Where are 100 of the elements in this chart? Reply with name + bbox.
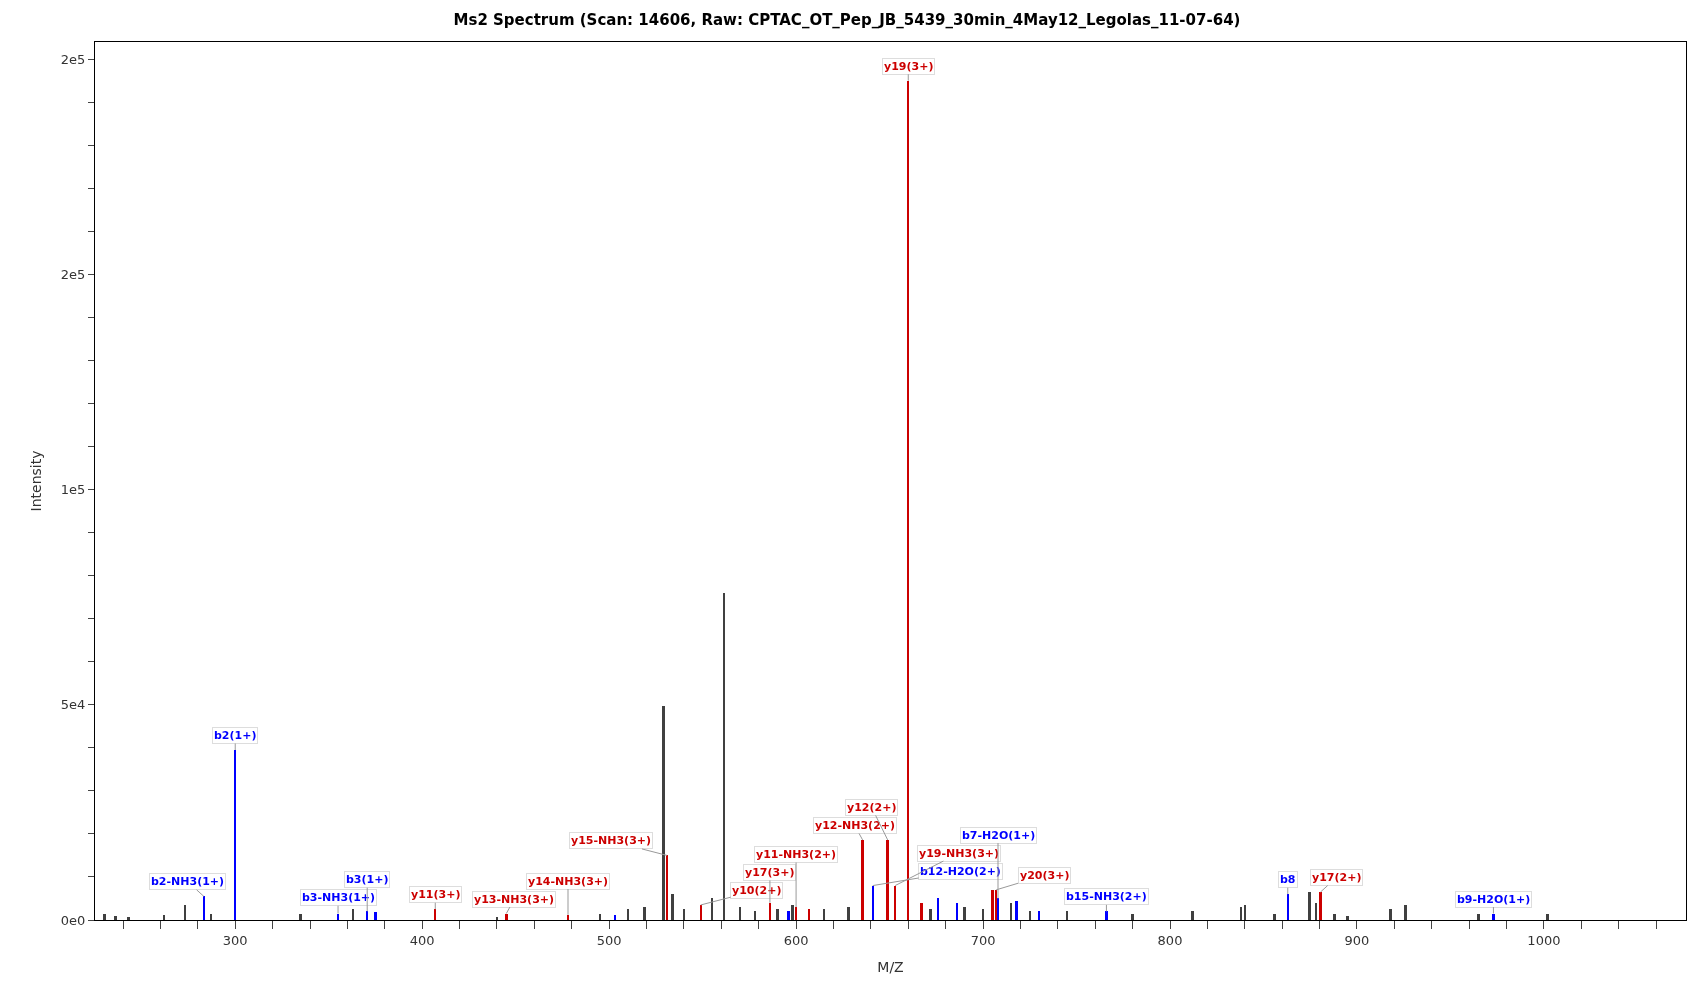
bar (791, 905, 794, 920)
bar (700, 905, 702, 920)
bar (671, 894, 674, 920)
x-tick-label: 400 (409, 932, 435, 948)
bar (505, 914, 508, 920)
annotation: y12-NH3(2+) (815, 819, 896, 832)
bar (1015, 901, 1018, 920)
bar (894, 886, 896, 920)
bar (1240, 907, 1242, 920)
bar (1346, 916, 1349, 920)
bar (1287, 894, 1289, 920)
annotation: b3(1+) (346, 873, 389, 886)
bar (1066, 911, 1068, 920)
bar (1546, 914, 1549, 920)
x-axis-title: M/Z (877, 958, 904, 975)
bar (847, 907, 850, 920)
annotation: b7-H2O(1+) (962, 829, 1036, 842)
bar (1105, 911, 1108, 920)
y-tick-label: 2e5 (60, 266, 86, 282)
bar (234, 750, 236, 920)
annotation: y15-NH3(3+) (571, 834, 652, 847)
bar (963, 907, 966, 920)
annotation: y11-NH3(2+) (756, 848, 837, 861)
y-axis-title: Intensity (28, 450, 45, 512)
bar (614, 915, 616, 920)
annotation: b9-H2O(1+) (1457, 893, 1531, 906)
bar (937, 898, 939, 920)
bar (823, 909, 825, 920)
x-tick-label: 1000 (1527, 932, 1561, 948)
annotation: y13-NH3(3+) (474, 893, 555, 906)
x-tick-label: 700 (970, 932, 996, 948)
bar (114, 916, 117, 920)
bar (567, 915, 569, 920)
bar (1333, 914, 1336, 920)
bar (1492, 914, 1495, 920)
bar (1038, 911, 1040, 920)
bar (907, 81, 909, 920)
annotation: b15-NH3(2+) (1066, 890, 1147, 903)
annotation: y10(2+) (732, 884, 782, 897)
y-tick-label: 1e5 (60, 482, 86, 498)
annotation: y17(2+) (1312, 871, 1362, 884)
bar (920, 903, 923, 920)
annotation: y12(2+) (847, 801, 897, 814)
bar (776, 909, 779, 920)
bar (203, 896, 205, 920)
bar (127, 917, 130, 920)
bar (352, 909, 354, 920)
annotation: b12-H2O(2+) (920, 865, 1001, 878)
bar (769, 903, 771, 920)
bar (210, 914, 212, 920)
bar (886, 840, 889, 920)
bar (1477, 914, 1480, 920)
bar (991, 890, 994, 920)
annotation: y19-NH3(3+) (919, 847, 1000, 860)
annotation: b3-NH3(1+) (302, 891, 376, 904)
x-tick-label: 900 (1344, 932, 1370, 948)
bar (956, 903, 958, 920)
bar (184, 905, 186, 920)
annotation: b2(1+) (214, 729, 257, 742)
bar (711, 898, 713, 920)
bar (599, 914, 601, 920)
annotation: y20(3+) (1020, 869, 1070, 882)
x-tick-label: 300 (222, 932, 248, 948)
bar (787, 911, 790, 920)
bar (366, 911, 368, 920)
chart-title: Ms2 Spectrum (Scan: 14606, Raw: CPTAC_OT_Pep_JB_5439_30min_4May12_Legolas_11-07-64) (453, 11, 1241, 30)
bar (627, 909, 629, 920)
bar (337, 914, 339, 920)
y-tick-label: 5e4 (60, 697, 86, 713)
bar (1010, 903, 1012, 920)
x-tick-label: 500 (596, 932, 622, 948)
bar (662, 706, 665, 920)
y-tick-label: 0e0 (60, 912, 86, 928)
annotation: y17(3+) (745, 866, 795, 879)
bar (1404, 905, 1407, 920)
annotation: y11(3+) (411, 888, 461, 901)
bar (808, 909, 810, 920)
bar (1029, 911, 1031, 920)
x-tick-label: 800 (1157, 932, 1183, 948)
bar (434, 909, 436, 920)
annotation: b8 (1280, 873, 1296, 886)
bar (666, 855, 668, 920)
bar (754, 911, 756, 920)
annotation: y19(3+) (884, 60, 934, 73)
bar (861, 840, 864, 920)
bar (1273, 914, 1276, 920)
bar (1308, 892, 1311, 920)
bar (1315, 903, 1317, 920)
bar (1389, 909, 1392, 920)
bar (374, 912, 377, 920)
bar (299, 914, 302, 920)
bar (723, 593, 725, 920)
bar (997, 898, 999, 920)
bar (103, 914, 106, 920)
y-tick-label: 2e5 (60, 51, 86, 67)
x-tick-label: 600 (783, 932, 809, 948)
bar (795, 907, 797, 920)
bar (163, 915, 165, 920)
bar (643, 907, 646, 920)
bar (872, 886, 874, 920)
